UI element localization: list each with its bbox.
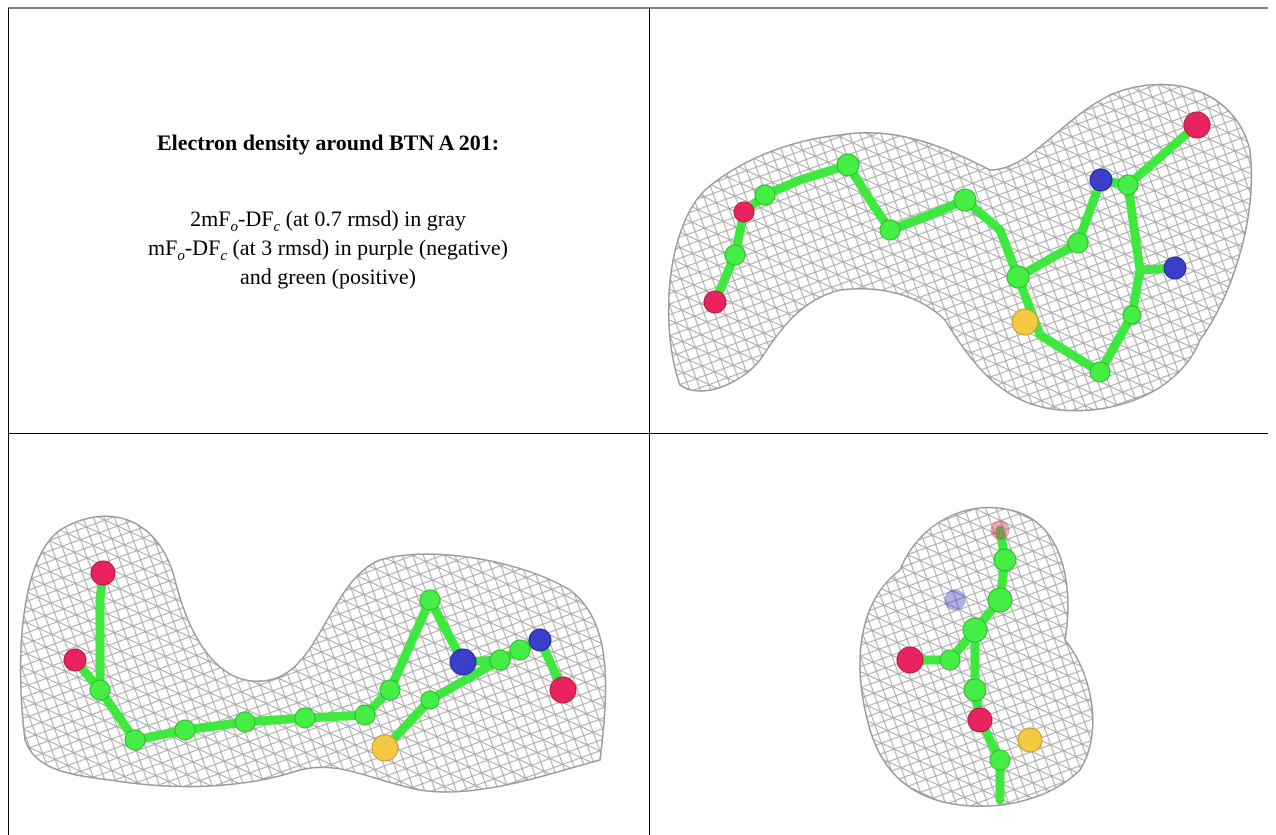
- density-view-2: [21, 516, 606, 792]
- text: -DF: [238, 206, 273, 231]
- legend-line: mFo-DFc (at 3 rmsd) in purple (negative): [148, 235, 508, 264]
- legend-line: and green (positive): [240, 264, 416, 289]
- caption: Electron density around BTN A 201: 2mFo-…: [148, 130, 508, 289]
- text: (at 3 rmsd) in purple (negative): [227, 235, 508, 260]
- text: 2mF: [190, 206, 230, 231]
- text: -DF: [185, 235, 220, 260]
- text: mF: [148, 235, 177, 260]
- title: Electron density around BTN A 201:: [157, 130, 499, 155]
- density-view-1: [669, 84, 1252, 410]
- legend-line: 2mFo-DFc (at 0.7 rmsd) in gray: [190, 206, 466, 235]
- density-view-3: [860, 508, 1093, 807]
- text: (at 0.7 rmsd) in gray: [280, 206, 466, 231]
- figure: Electron density around BTN A 201: 2mFo-…: [0, 0, 1276, 835]
